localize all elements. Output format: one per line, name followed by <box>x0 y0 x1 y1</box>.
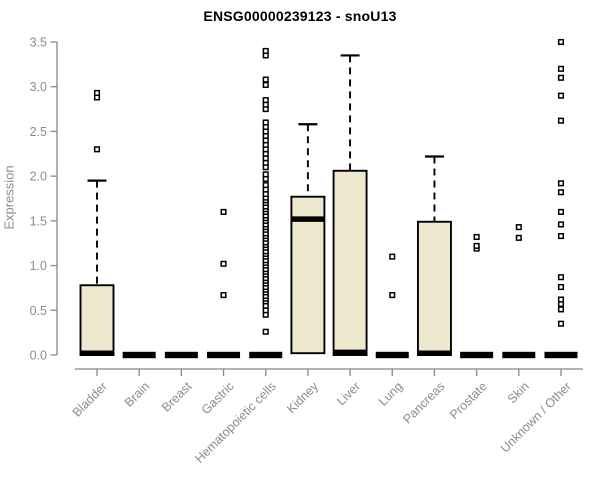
boxplot-brain <box>122 351 156 359</box>
y-tick-label: 1.0 <box>30 259 47 273</box>
outlier-point <box>220 208 227 215</box>
outlier-point <box>262 76 269 83</box>
boxplot-lung <box>375 253 409 359</box>
outlier-point <box>557 306 565 313</box>
zero-median-bar <box>460 351 494 359</box>
y-tick-label: 0.0 <box>30 349 47 363</box>
outlier-point <box>473 242 480 249</box>
x-tick-label: Lung <box>376 379 406 409</box>
zero-median-bar <box>502 351 536 359</box>
boxplot-unknown-other <box>544 38 578 359</box>
boxplot-skin <box>502 224 536 359</box>
boxplot-hematopoietic-cells <box>249 47 283 359</box>
outlier-point <box>262 328 269 335</box>
outlier-point <box>262 47 269 54</box>
outlier-point <box>93 146 101 153</box>
chart-title: ENSG00000239123 - snoU13 <box>203 8 397 24</box>
outlier-point <box>515 234 522 241</box>
x-tick-label: Hematopoietic cells <box>192 379 279 466</box>
outlier-point <box>557 38 565 46</box>
x-tick-label: Breast <box>159 379 195 415</box>
outlier-point <box>557 221 565 228</box>
x-tick-label: Brain <box>122 379 153 410</box>
outlier-point <box>220 260 227 267</box>
outlier-point <box>557 92 565 99</box>
boxplot-gastric <box>207 208 241 359</box>
x-tick-label: Bladder <box>70 379 110 419</box>
outlier-point <box>389 292 396 299</box>
outlier-point <box>557 65 565 72</box>
iqr-box <box>79 284 115 356</box>
zero-median-bar <box>207 351 241 359</box>
boxplot-pancreas <box>416 155 452 356</box>
outlier-point <box>389 253 396 260</box>
iqr-box <box>416 220 452 356</box>
outlier-point <box>262 171 269 178</box>
outlier-point <box>557 74 565 81</box>
y-tick-label: 3.0 <box>30 80 47 94</box>
x-tick-label: Kidney <box>284 379 321 416</box>
zero-median-bar <box>164 351 198 359</box>
iqr-box <box>290 195 326 355</box>
boxplot-liver <box>332 54 368 356</box>
outlier-point <box>557 320 565 327</box>
x-tick-label: Skin <box>505 379 532 406</box>
outlier-point <box>262 97 269 104</box>
outlier-point <box>557 117 565 124</box>
outlier-point <box>93 89 101 97</box>
outlier-point <box>262 81 269 88</box>
y-tick-label: 2.0 <box>30 170 47 184</box>
boxplot-bladder <box>79 89 115 356</box>
x-tick-label: Gastric <box>199 379 237 417</box>
x-tick-label: Pancreas <box>400 379 447 426</box>
outlier-point <box>515 224 522 231</box>
zero-median-bar <box>249 351 283 359</box>
outlier-point <box>557 189 565 196</box>
outlier-point <box>557 274 565 281</box>
y-tick-label: 2.5 <box>30 125 47 139</box>
outlier-point <box>262 119 269 126</box>
iqr-box <box>332 169 368 356</box>
outlier-point <box>220 292 227 299</box>
y-tick-label: 3.5 <box>30 36 47 50</box>
outlier-point <box>557 283 565 291</box>
zero-median-bar <box>375 351 409 359</box>
outlier-point <box>557 296 565 303</box>
x-tick-label: Liver <box>334 379 363 408</box>
outlier-point <box>473 233 480 241</box>
outlier-point <box>262 182 269 189</box>
boxplot-prostate <box>460 233 494 359</box>
zero-median-bar <box>122 351 156 359</box>
outlier-point <box>557 208 565 215</box>
y-tick-label: 1.5 <box>30 214 47 228</box>
y-tick-label: 0.5 <box>30 304 47 318</box>
boxplot-breast <box>164 351 198 359</box>
outlier-point <box>557 233 565 240</box>
boxplot-kidney <box>290 123 326 355</box>
x-tick-label: Prostate <box>447 379 490 422</box>
outlier-point <box>557 180 565 187</box>
zero-median-bar <box>544 351 578 359</box>
